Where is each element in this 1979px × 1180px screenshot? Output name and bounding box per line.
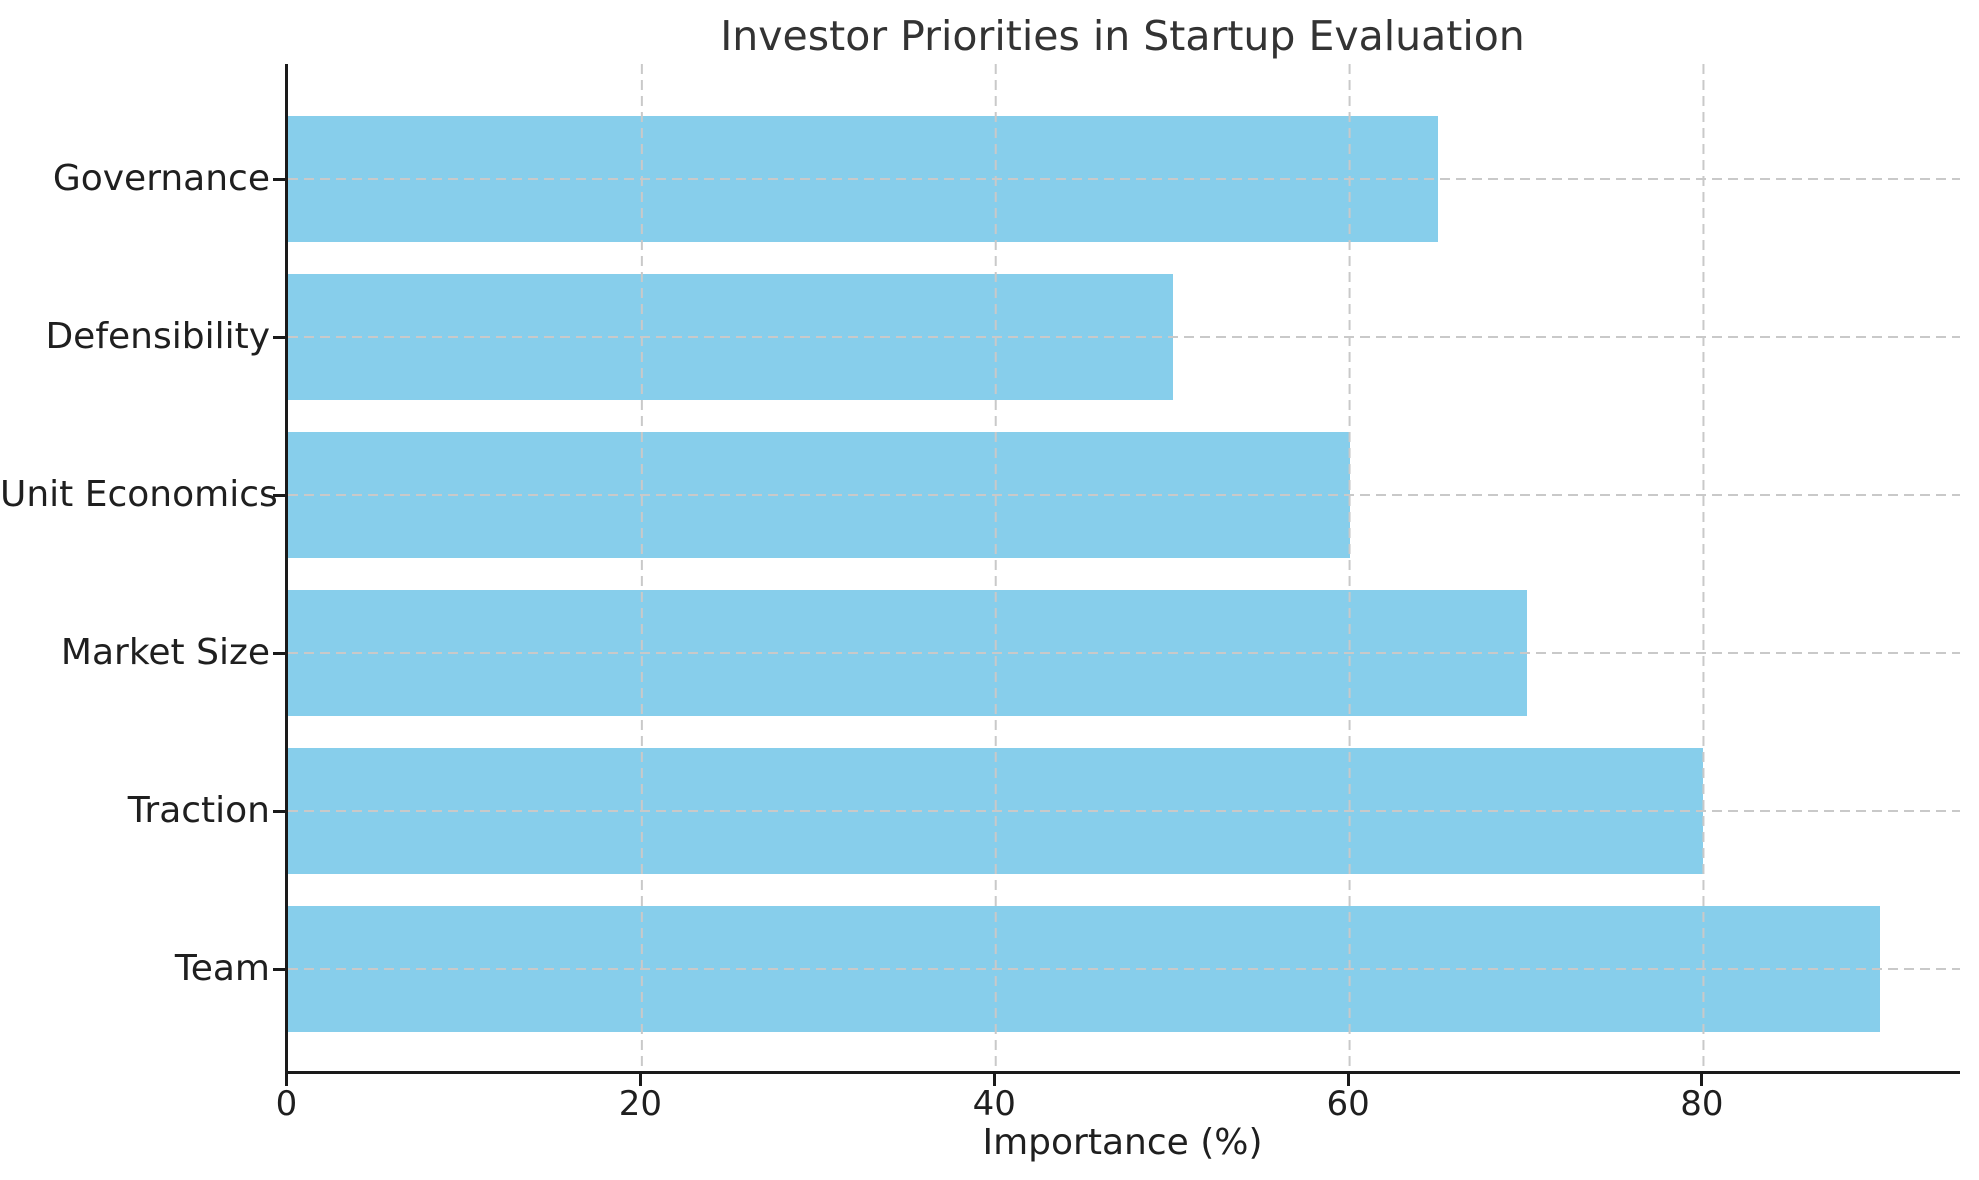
y-tick-mark <box>273 177 286 181</box>
y-tick-mark <box>273 493 286 497</box>
y-tick-mark <box>273 335 286 339</box>
bars-layer <box>288 64 1960 1071</box>
x-tick-label-60: 60 <box>1326 1084 1370 1124</box>
x-tick-mark <box>285 1074 288 1086</box>
x-tick-mark <box>992 1074 996 1086</box>
bar-unit-economics <box>288 432 1350 558</box>
y-tick-mark <box>273 651 286 655</box>
bar-defensibility <box>288 274 1173 400</box>
x-tick-label-0: 0 <box>275 1084 298 1124</box>
plot-area <box>285 64 1960 1074</box>
bar-traction <box>288 748 1704 874</box>
y-tick-mark <box>273 809 286 813</box>
bar-governance <box>288 116 1439 242</box>
y-tick-label-unit-economics: Unit Economics <box>0 474 278 515</box>
y-tick-label-traction: Traction <box>127 790 270 831</box>
x-tick-mark <box>1346 1074 1350 1086</box>
y-tick-label-governance: Governance <box>52 158 270 199</box>
bar-market-size <box>288 590 1527 716</box>
x-tick-label-40: 40 <box>972 1084 1016 1124</box>
y-tick-label-team: Team <box>174 948 270 989</box>
bar-team <box>288 906 1881 1032</box>
x-tick-label-20: 20 <box>618 1084 662 1124</box>
x-tick-mark <box>1700 1074 1704 1086</box>
y-tick-label-defensibility: Defensibility <box>45 316 270 357</box>
chart-title: Investor Priorities in Startup Evaluatio… <box>720 12 1525 60</box>
x-tick-mark <box>638 1074 642 1086</box>
x-axis-label: Importance (%) <box>982 1122 1263 1163</box>
x-tick-label-80: 80 <box>1680 1084 1724 1124</box>
y-tick-label-market-size: Market Size <box>60 632 270 673</box>
y-tick-mark <box>273 967 286 971</box>
